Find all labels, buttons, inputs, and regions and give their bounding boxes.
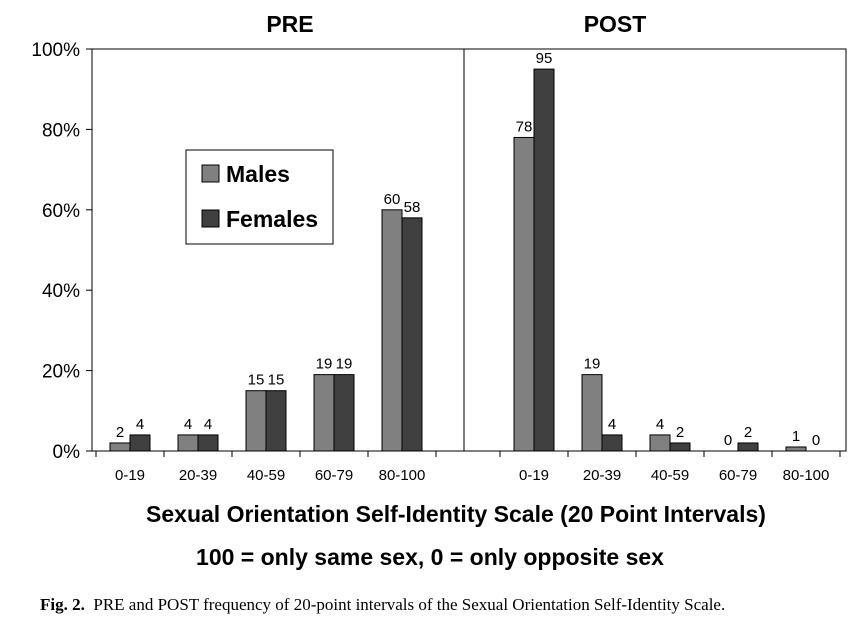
figure-caption: Fig. 2. PRE and POST frequency of 20-poi… — [40, 595, 840, 615]
caption-label: Fig. 2. — [40, 595, 85, 614]
legend-swatch-females — [201, 209, 220, 228]
data-label: 19 — [336, 356, 353, 373]
bar-females — [401, 217, 423, 452]
x-tick-label: 40-59 — [651, 467, 689, 484]
plot-frame — [91, 48, 847, 452]
bar-females — [533, 68, 555, 452]
bar-males — [649, 434, 671, 452]
data-label: 2 — [744, 424, 752, 441]
data-label: 60 — [384, 191, 401, 208]
bar-males — [581, 374, 603, 452]
bar-males — [109, 442, 131, 452]
x-tick-label: 20-39 — [179, 467, 217, 484]
data-label: 4 — [136, 416, 144, 433]
y-tick-label: 0% — [53, 442, 81, 463]
bar-males — [513, 136, 535, 452]
data-label: 0 — [724, 432, 732, 449]
x-axis-subtitle: 100 = only same sex, 0 = only opposite s… — [196, 544, 664, 570]
x-tick-label: 20-39 — [583, 467, 621, 484]
data-label: 58 — [404, 199, 421, 216]
y-tick-label: 80% — [42, 120, 80, 141]
x-tick-label: 40-59 — [247, 467, 285, 484]
x-tick-label: 60-79 — [719, 467, 757, 484]
bar-females — [333, 374, 355, 452]
legend-label: Males — [226, 161, 290, 187]
bar-females — [601, 434, 623, 452]
y-tick-label: 20% — [42, 362, 80, 383]
data-label: 15 — [248, 372, 265, 389]
bar-females — [669, 442, 691, 452]
data-label: 4 — [204, 416, 212, 433]
y-tick-label: 60% — [42, 201, 80, 222]
data-label: 4 — [656, 416, 664, 433]
panel-title: POST — [584, 11, 647, 37]
data-label: 19 — [584, 356, 601, 373]
caption-text: PRE and POST frequency of 20-point inter… — [93, 595, 726, 614]
x-tick-label: 60-79 — [315, 467, 353, 484]
data-label: 19 — [316, 356, 333, 373]
data-label: 2 — [116, 424, 124, 441]
data-label: 2 — [676, 424, 684, 441]
x-tick-label: 80-100 — [379, 467, 426, 484]
data-label: 78 — [516, 118, 533, 135]
x-tick-label: 0-19 — [115, 467, 145, 484]
bar-females — [265, 390, 287, 452]
panel-title: PRE — [266, 11, 313, 37]
data-label: 95 — [536, 50, 553, 67]
bar-females — [737, 442, 759, 452]
y-tick-label: 100% — [31, 40, 80, 61]
x-tick-label: 80-100 — [783, 467, 830, 484]
bar-males — [785, 446, 807, 452]
data-label: 4 — [184, 416, 192, 433]
legend-label: Females — [226, 206, 318, 232]
x-axis-title: Sexual Orientation Self-Identity Scale (… — [146, 501, 766, 527]
bar-females — [197, 434, 219, 452]
bar-males — [381, 209, 403, 452]
data-label: 0 — [812, 432, 820, 449]
bar-females — [129, 434, 151, 452]
bar-males — [313, 374, 335, 452]
bar-males — [245, 390, 267, 452]
data-label: 15 — [268, 372, 285, 389]
legend-swatch-males — [201, 164, 220, 183]
data-label: 4 — [608, 416, 616, 433]
y-tick-label: 40% — [42, 281, 80, 302]
data-label: 1 — [792, 428, 800, 445]
bar-males — [177, 434, 199, 452]
legend-box — [185, 149, 334, 245]
x-tick-label: 0-19 — [519, 467, 549, 484]
